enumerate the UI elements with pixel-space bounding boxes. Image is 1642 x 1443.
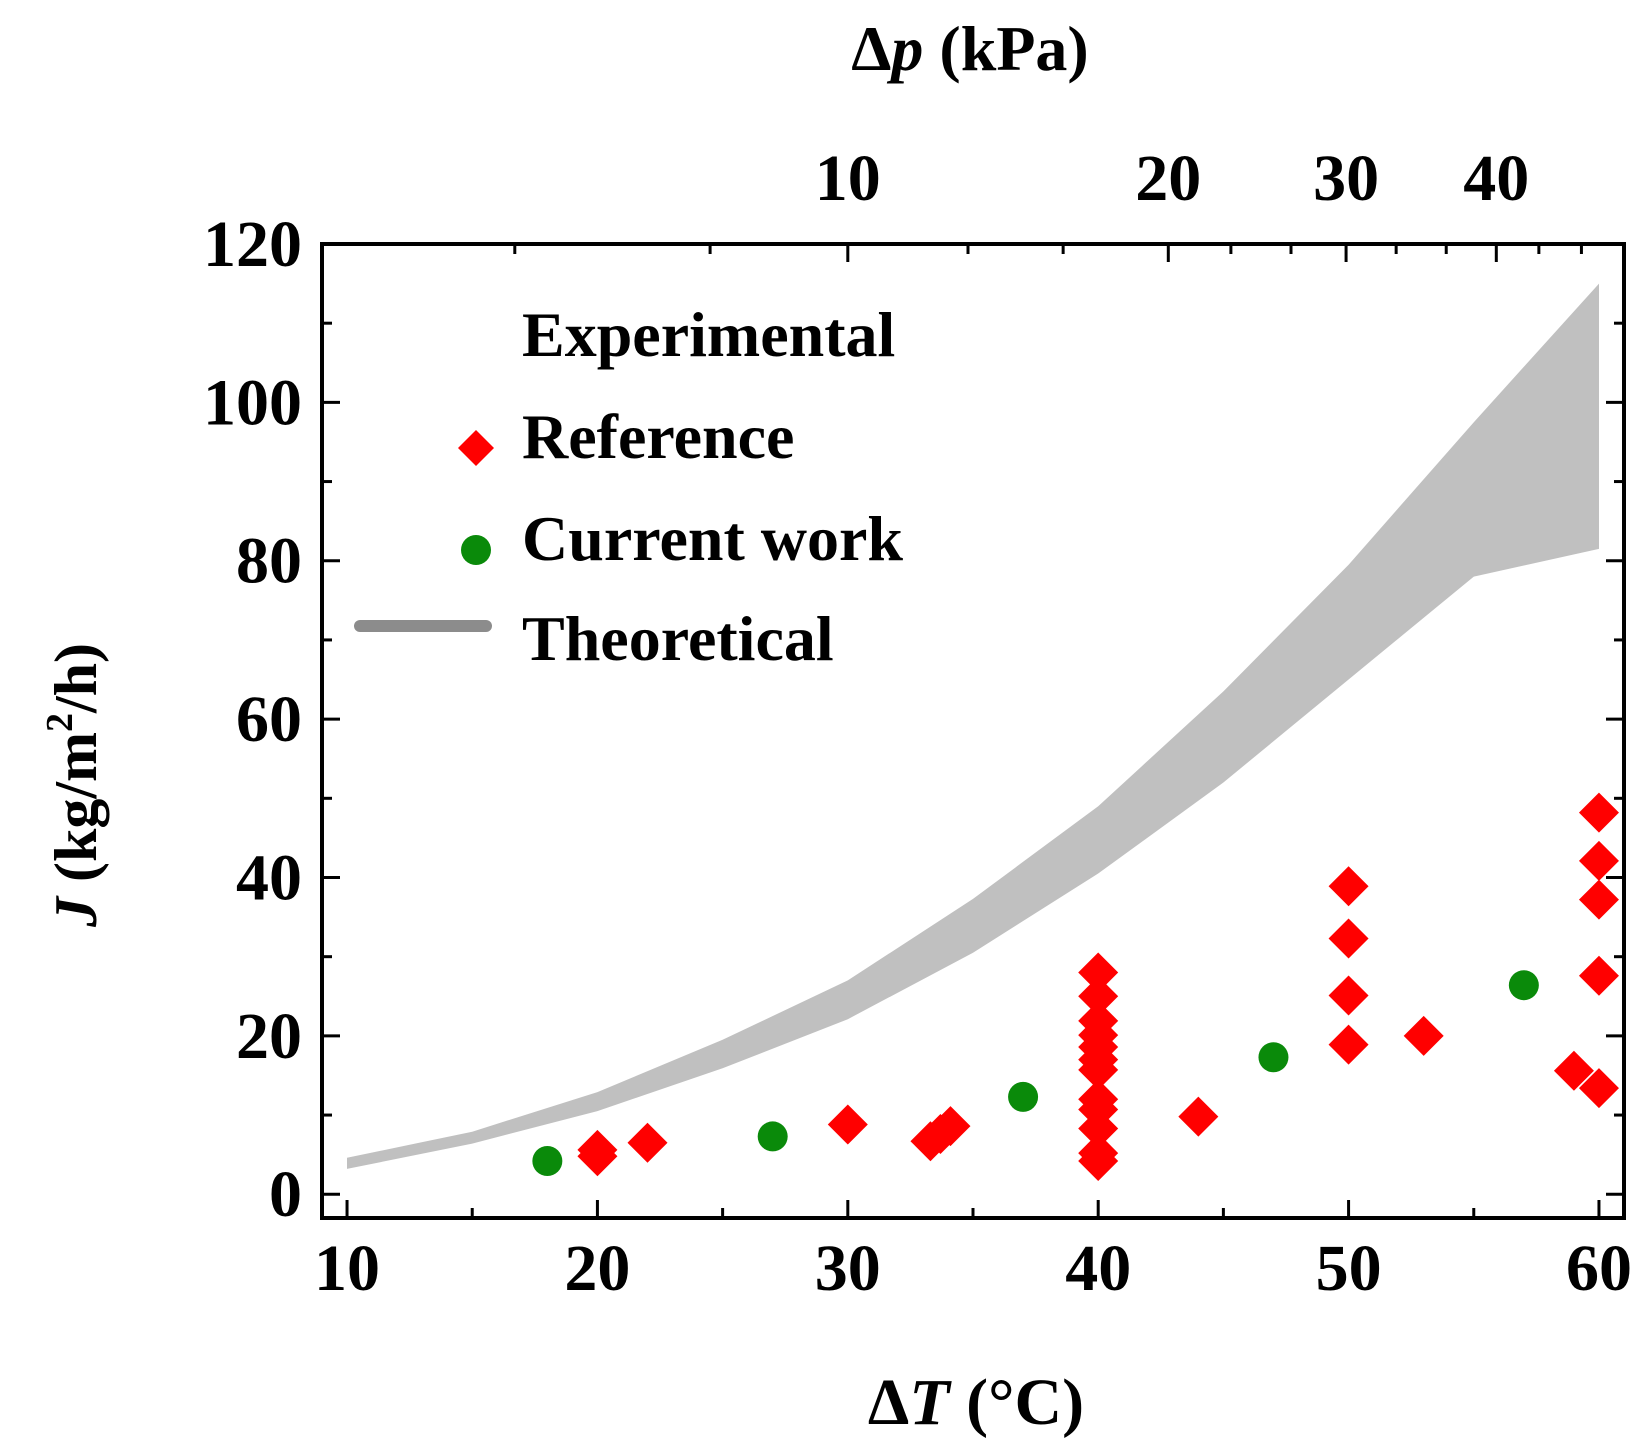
reference-point [1328,866,1369,907]
current-work-point [1508,970,1539,1001]
reference-point [1078,1000,1119,1041]
top-axis-symbol-delta: Δ [851,13,891,84]
top-tick-label: 40 [1463,142,1529,215]
y-tick-label: 120 [203,208,302,281]
legend-current-work-label: Current work [522,503,903,574]
y-tick-label: 60 [236,683,302,756]
current-work-point [1258,1042,1289,1073]
x-tick-label: 50 [1316,1232,1382,1305]
reference-point [1078,976,1119,1017]
x-tick-label: 40 [1065,1232,1131,1305]
x-tick-label: 10 [314,1232,380,1305]
y-axis-symbol: J [43,895,109,928]
legend-theoretical-label: Theoretical [522,603,834,674]
reference-point [1078,952,1119,993]
y-tick-label: 0 [269,1158,302,1231]
x-tick-label: 60 [1566,1232,1632,1305]
legend-reference-marker [458,430,494,466]
reference-point [1578,879,1619,920]
reference-point [827,1104,868,1145]
y-tick-label: 100 [203,366,302,439]
top-axis-title: Δp (kPa) [851,13,1088,84]
reference-point [1178,1096,1219,1137]
current-work-point [1008,1081,1039,1112]
current-work-point [757,1121,788,1152]
y-tick-label: 20 [236,1000,302,1073]
tick-layer [322,242,1624,1218]
legend-header: Experimental [522,299,895,370]
y-axis-unit-sup: 2 [39,713,81,732]
reference-point [627,1122,668,1163]
top-axis-symbol-p: p [886,13,923,84]
x-axis-symbol-t: T [909,1366,952,1439]
x-tick-label: 30 [815,1232,881,1305]
top-tick-label: 20 [1135,142,1201,215]
reference-point [1578,840,1619,881]
reference-point [1578,1068,1619,1109]
reference-point [1553,1050,1594,1091]
y-axis-unit-post: /h) [43,643,109,714]
marker-layer [532,792,1619,1181]
reference-point [1328,1024,1369,1065]
top-axis-unit: (kPa) [939,13,1088,84]
x-tick-label: 20 [564,1232,630,1305]
reference-point [1578,955,1619,996]
legend-reference-label: Reference [522,401,794,472]
reference-point [1403,1015,1444,1056]
y-axis-title: J (kg/m2/h) [39,643,109,928]
reference-point [1078,1133,1119,1174]
y-tick-label: 80 [236,525,302,598]
reference-point [1328,918,1369,959]
legend: Experimental Reference Current work Theo… [354,299,903,674]
reference-point [1328,975,1369,1016]
reference-point [1578,792,1619,833]
y-axis-unit-pre: (kg/m [43,732,109,882]
reference-point [930,1106,971,1147]
tick-label-layer: 10 20 30 40 50 60 0 20 40 60 80 100 120 10 20 30 40 [203,142,1632,1305]
y-tick-label: 40 [236,841,302,914]
top-tick-label: 30 [1313,142,1379,215]
x-axis-title: ΔT (°C) [868,1366,1084,1439]
reference-point [1078,1079,1119,1120]
x-axis-unit: (°C) [966,1366,1084,1439]
legend-current-work-marker [461,535,491,565]
x-axis-symbol-delta: Δ [868,1366,909,1439]
current-work-point [532,1145,563,1176]
top-tick-label: 10 [815,142,881,215]
reference-point [577,1129,618,1170]
